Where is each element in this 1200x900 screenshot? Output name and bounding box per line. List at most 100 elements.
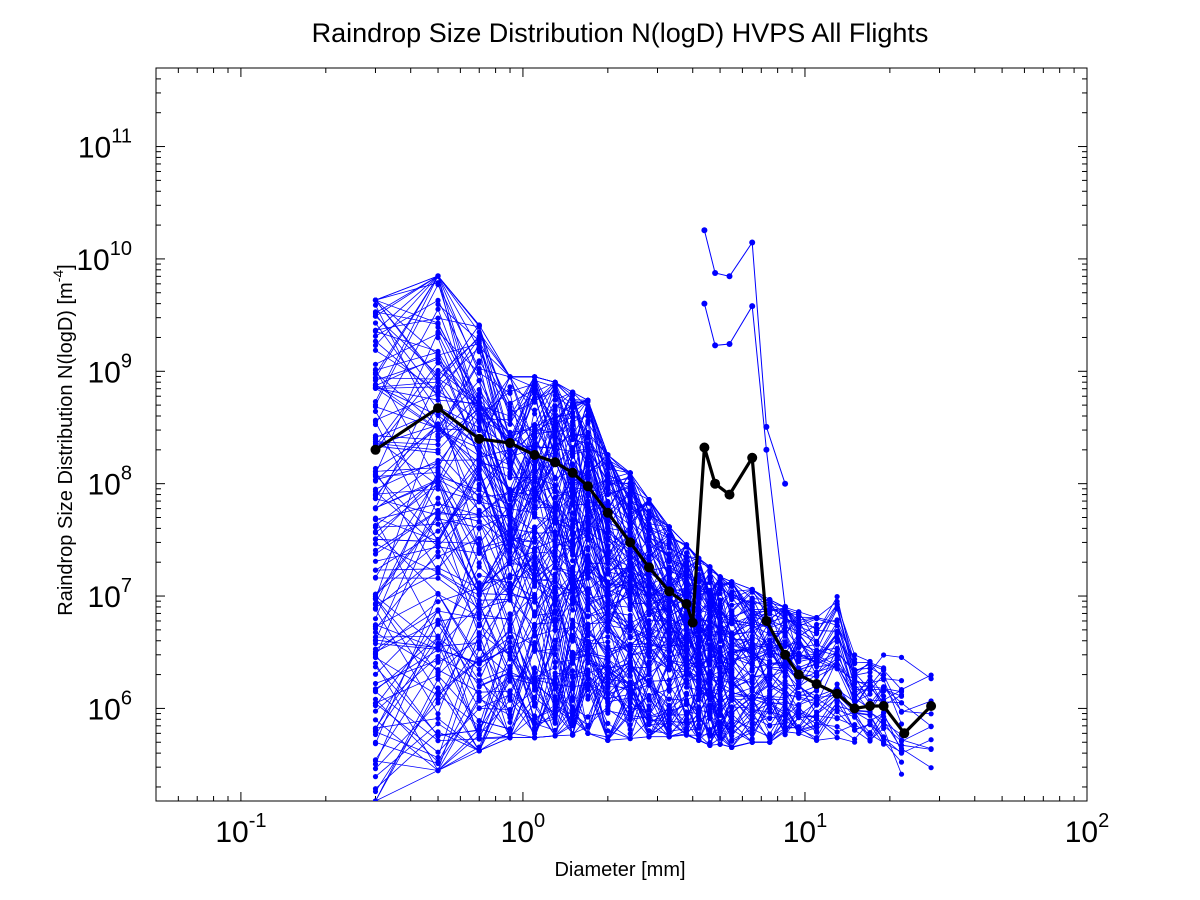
flight-data-point xyxy=(928,711,934,717)
flight-data-point xyxy=(532,640,538,646)
flight-data-point xyxy=(707,728,713,734)
flight-data-point xyxy=(570,578,576,584)
mean-data-point xyxy=(681,599,692,609)
flight-data-point xyxy=(627,711,633,718)
flight-data-point xyxy=(507,421,513,427)
flight-data-point xyxy=(552,733,558,739)
flight-data-point xyxy=(435,460,441,466)
flight-data-point xyxy=(627,582,633,588)
flight-data-point xyxy=(834,716,840,722)
mean-data-point xyxy=(664,586,675,597)
mean-data-point xyxy=(793,669,804,680)
flight-data-point xyxy=(532,571,538,577)
flight-data-point xyxy=(532,611,538,617)
flight-data-point xyxy=(767,715,773,722)
flight-data-point xyxy=(476,585,482,591)
flight-data-point xyxy=(881,735,887,741)
flight-data-point xyxy=(881,693,887,699)
flight-series-line xyxy=(437,666,838,771)
flight-data-point xyxy=(605,617,611,623)
flight-data-point xyxy=(435,721,441,727)
flight-data-point xyxy=(717,741,723,747)
mean-data-point xyxy=(780,649,791,660)
flight-data-point xyxy=(552,403,558,409)
mean-data-point xyxy=(926,701,937,711)
flight-data-point xyxy=(646,734,652,740)
flight-data-point xyxy=(605,625,611,631)
flight-data-point xyxy=(435,315,441,321)
flight-data-point xyxy=(749,688,755,694)
flight-data-point xyxy=(585,449,591,455)
flight-data-point xyxy=(552,379,558,385)
flight-data-point xyxy=(507,459,513,465)
flight-data-point xyxy=(683,592,690,599)
flight-data-point xyxy=(605,737,611,743)
flight-data-point xyxy=(881,714,887,720)
flight-data-point xyxy=(552,475,558,481)
flight-data-point xyxy=(852,727,858,733)
flight-data-point xyxy=(749,647,755,653)
flight-data-point xyxy=(476,638,482,644)
flight-data-point xyxy=(707,611,713,617)
flight-data-point xyxy=(476,525,482,531)
flight-data-point xyxy=(749,613,755,619)
upper-flight-data-point xyxy=(701,227,708,234)
mean-data-point xyxy=(811,679,822,689)
flight-data-point xyxy=(532,553,538,559)
flight-data-point xyxy=(476,614,482,620)
flight-data-point xyxy=(585,563,591,569)
flight-data-point xyxy=(435,352,441,358)
flight-data-point xyxy=(605,481,611,487)
flight-data-point xyxy=(570,449,576,455)
flight-data-point xyxy=(532,665,538,671)
flight-data-point xyxy=(717,576,723,582)
flight-data-point xyxy=(476,631,482,637)
flight-data-point xyxy=(627,615,633,621)
flight-data-point xyxy=(683,568,690,574)
flight-data-point xyxy=(646,714,652,720)
flight-data-point xyxy=(646,512,652,518)
flight-data-point xyxy=(867,669,873,675)
flight-data-point xyxy=(605,458,611,464)
flight-data-point xyxy=(605,491,611,497)
flight-data-point xyxy=(372,309,379,315)
flight-data-point xyxy=(372,575,379,581)
flight-data-point xyxy=(729,654,735,661)
flight-data-point xyxy=(683,720,690,726)
flight-data-point xyxy=(782,732,788,738)
flight-data-point xyxy=(898,709,905,715)
mean-data-point xyxy=(602,507,613,518)
upper-flight-data-point xyxy=(726,273,733,280)
flight-data-point xyxy=(476,564,482,570)
flight-data-point xyxy=(605,643,611,650)
flight-data-point xyxy=(696,656,702,662)
flight-data-point xyxy=(867,738,873,744)
flight-data-point xyxy=(852,739,858,745)
flight-series-line xyxy=(375,667,670,801)
flight-data-point xyxy=(476,660,482,666)
flight-data-point xyxy=(435,486,441,492)
flight-data-point xyxy=(928,746,934,752)
flight-series-line xyxy=(375,299,817,642)
flight-data-point xyxy=(729,602,735,608)
flight-data-point xyxy=(372,671,379,677)
flight-data-point xyxy=(570,419,576,425)
flight-data-point xyxy=(627,607,633,613)
flight-data-point xyxy=(683,698,690,704)
flight-data-point xyxy=(666,613,672,620)
flight-data-point xyxy=(717,725,723,731)
flight-data-point xyxy=(834,619,840,625)
flight-data-point xyxy=(552,489,558,495)
flight-data-point xyxy=(717,590,723,597)
flight-data-point xyxy=(696,606,702,613)
flight-data-point xyxy=(372,654,379,660)
flight-data-point xyxy=(881,684,887,691)
flight-data-point xyxy=(646,697,652,703)
flight-data-point xyxy=(605,605,611,611)
flight-series-line xyxy=(375,369,631,548)
flight-data-point xyxy=(707,675,713,681)
flight-data-point xyxy=(476,560,482,566)
flight-data-point xyxy=(585,493,591,499)
flight-data-point xyxy=(570,405,576,411)
flight-data-point xyxy=(507,400,513,406)
